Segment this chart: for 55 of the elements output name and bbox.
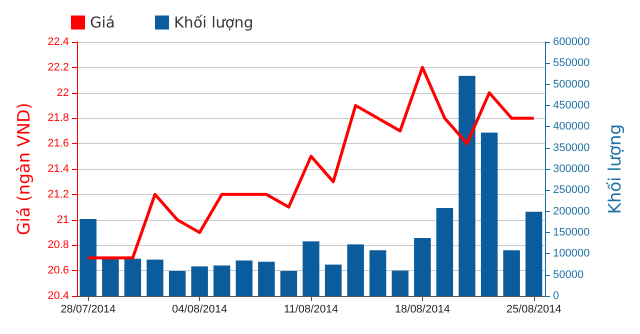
bar [191, 266, 208, 296]
x-tick-label: 18/08/2014 [394, 304, 450, 316]
y2-tick-label: 50000 [553, 268, 584, 281]
bar [146, 260, 164, 296]
y-tick-label: 21.8 [48, 112, 69, 124]
y2-tick-label: 450000 [553, 100, 590, 112]
y-tick-label: 20.4 [48, 290, 69, 302]
bar [480, 132, 498, 296]
y2-tick-label: 350000 [553, 142, 590, 154]
y-tick-label: 22.4 [48, 36, 69, 48]
bar [302, 241, 320, 296]
x-tick-label: 25/08/2014 [506, 304, 562, 316]
y2-tick-label: 500000 [553, 78, 590, 90]
line-series [86, 66, 536, 260]
bar [458, 76, 476, 296]
y-axis-title: Giá (ngàn VND) [14, 102, 34, 236]
legend-label: Giá [90, 14, 115, 32]
bar [324, 264, 342, 296]
y2-tick-label: 100000 [553, 248, 590, 260]
y2-tick-label: 250000 [553, 184, 590, 196]
bar [124, 258, 142, 296]
bar [168, 271, 186, 296]
bar [280, 271, 298, 296]
y-tick-label: 20.8 [48, 239, 69, 252]
y-tick-label: 21.2 [48, 188, 69, 200]
y2-tick-label: 300000 [553, 163, 590, 175]
y-tick-label: 22 [56, 86, 69, 99]
y2-tick-label: 600000 [553, 36, 590, 48]
bar [414, 238, 431, 296]
bar [236, 260, 252, 296]
y-tick-label: 21 [56, 214, 69, 226]
y2-tick-label: 150000 [553, 226, 590, 238]
x-tick-label: 11/08/2014 [284, 304, 338, 316]
bar [80, 218, 96, 296]
y2-tick-label: 0 [553, 290, 560, 302]
bar [370, 250, 386, 296]
y-tick-label: 20.6 [48, 264, 69, 277]
bar [392, 270, 408, 296]
y-tick-label: 22.2 [48, 61, 69, 74]
y2-tick-label: 200000 [553, 205, 590, 218]
bar [102, 258, 119, 296]
bar [436, 208, 454, 296]
bar [347, 244, 364, 296]
bar [503, 250, 520, 296]
legend-label: Khối lượng [174, 14, 254, 32]
y2-tick-label: 400000 [553, 120, 590, 133]
y2-axis-title: Khối lượng [606, 124, 626, 214]
bar [526, 212, 542, 296]
y2-tick-label: 550000 [553, 57, 590, 70]
x-tick-label: 28/07/2014 [60, 304, 116, 316]
y-tick-label: 21.4 [48, 163, 69, 175]
bar [214, 266, 230, 296]
y-tick-label: 21.6 [48, 138, 69, 150]
x-tick-label: 04/08/2014 [172, 304, 228, 316]
bar [258, 262, 275, 296]
